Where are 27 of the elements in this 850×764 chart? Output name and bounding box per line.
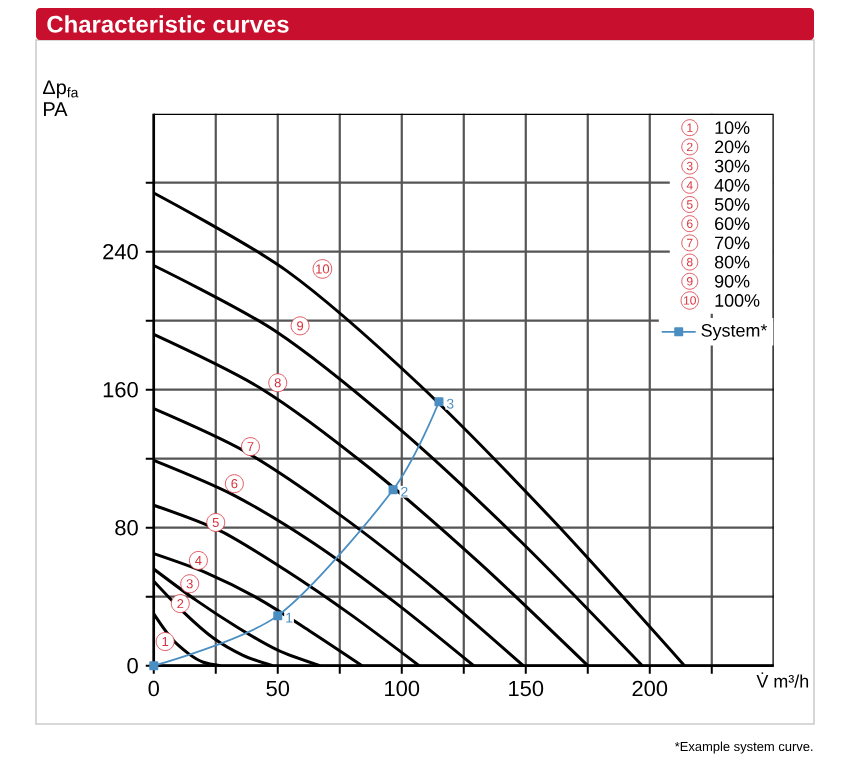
point xyxy=(434,397,444,407)
point xyxy=(388,485,398,495)
y-tick-label: 0 xyxy=(127,657,138,674)
x-axis-title: V̇ m³/h xyxy=(756,672,809,688)
x-tick-label: 0 xyxy=(148,680,159,697)
y-axis-title: Δp$_{fa}$ PA xyxy=(42,80,79,117)
x-tick-label: 100 xyxy=(385,680,420,697)
chart-title: Characteristic curves xyxy=(47,15,289,33)
annotation: 90% xyxy=(715,274,750,288)
y-tick-label: 240 xyxy=(103,243,138,260)
x-tick-label: 150 xyxy=(509,680,544,697)
annotation: 10% xyxy=(715,121,750,135)
annotation: 50% xyxy=(714,198,750,211)
annotation: 70% xyxy=(715,236,750,250)
y-tick-label: 80 xyxy=(115,519,138,536)
point xyxy=(273,611,283,621)
x-tick-label: 50 xyxy=(266,680,290,697)
annotation: 80% xyxy=(714,255,750,269)
point xyxy=(149,661,159,671)
x-tick-label: 200 xyxy=(632,680,668,697)
annotation: 20% xyxy=(715,140,750,154)
annotation: 60% xyxy=(715,217,750,231)
y-tick-label: 160 xyxy=(103,381,138,398)
legend-label: System* xyxy=(701,324,768,341)
annotation: 30% xyxy=(714,159,750,173)
annotation: 100% xyxy=(715,294,760,307)
annotation: 40% xyxy=(714,178,750,192)
